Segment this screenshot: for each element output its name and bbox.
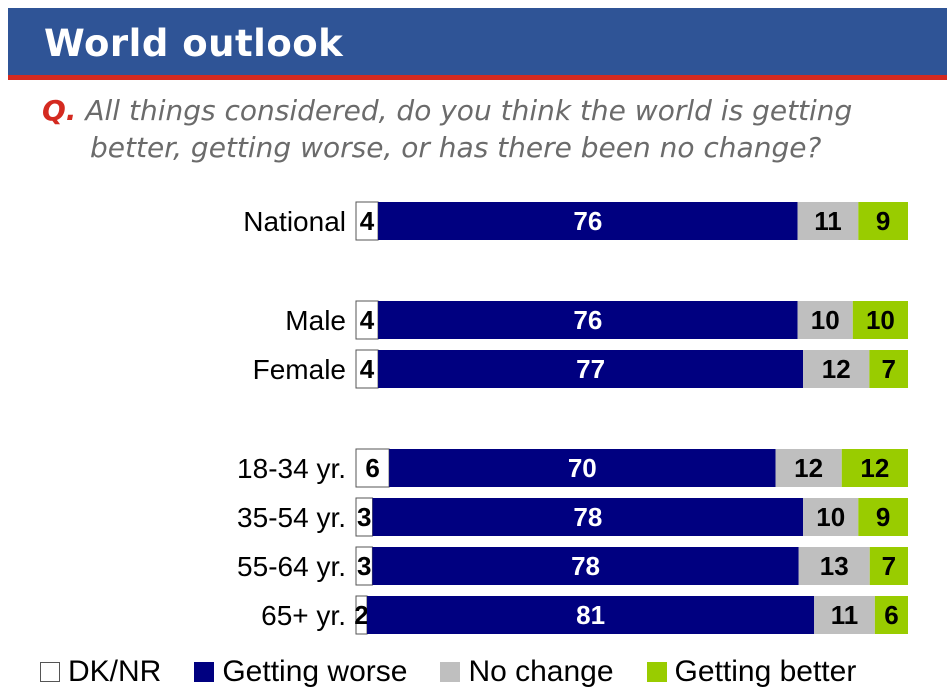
bar-getting-better-35-54-yr <box>858 498 908 536</box>
category-label-male: Male <box>285 305 346 336</box>
data-label-no-change-65-yr: 11 <box>831 600 859 630</box>
data-label-getting-worse-55-64-yr: 78 <box>571 551 600 581</box>
data-label-dk-nr-65-yr: 2 <box>354 600 368 630</box>
data-label-getting-worse-national: 76 <box>573 206 602 236</box>
bar-getting-better-female <box>869 350 908 388</box>
legend-item-dk-nr: DK/NR <box>40 655 161 689</box>
data-label-no-change-55-64-yr: 13 <box>820 551 849 581</box>
data-label-getting-worse-18-34-yr: 70 <box>568 453 597 483</box>
bar-getting-better-65-yr <box>874 596 908 634</box>
bar-dk-nr-18-34-yr <box>355 448 390 488</box>
bar-getting-better-male <box>852 301 908 339</box>
legend-swatch-dk-nr <box>40 662 60 682</box>
data-label-dk-nr-18-34-yr: 6 <box>365 453 379 483</box>
data-label-getting-worse-65-yr: 81 <box>576 600 605 630</box>
category-label-35-54-yr: 35-54 yr. <box>237 502 346 533</box>
data-label-getting-better-55-64-yr: 7 <box>882 551 896 581</box>
page-title: World outlook <box>44 22 344 65</box>
data-label-getting-worse-female: 77 <box>576 354 605 384</box>
data-label-getting-better-national: 9 <box>876 206 890 236</box>
bar-getting-worse-35-54-yr <box>372 498 804 536</box>
question-text-1: All things considered, do you think the … <box>85 94 853 127</box>
legend-label-dk-nr: DK/NR <box>68 655 162 688</box>
data-label-getting-better-18-34-yr: 12 <box>860 453 889 483</box>
data-label-dk-nr-55-64-yr: 3 <box>357 551 371 581</box>
legend-swatch-getting-worse <box>194 662 215 682</box>
bar-no-change-55-64-yr <box>798 547 870 585</box>
header-bar: World outlook <box>8 8 947 80</box>
legend-item-getting-worse: Getting worse <box>194 655 407 689</box>
chart-legend: DK/NR Getting worse No change Getting bette… <box>40 654 856 690</box>
bar-no-change-female <box>803 350 870 388</box>
data-label-getting-worse-35-54-yr: 78 <box>573 502 602 532</box>
legend-item-no-change: No change <box>440 655 614 689</box>
question-text-2: better, getting worse, or has there been… <box>90 131 822 164</box>
bar-getting-better-national <box>858 202 908 240</box>
legend-label-no-change: No change <box>468 655 614 688</box>
category-label-female: Female <box>253 354 346 385</box>
bar-getting-better-18-34-yr <box>841 449 908 487</box>
bar-getting-worse-18-34-yr <box>389 449 776 487</box>
data-label-no-change-female: 12 <box>822 354 851 384</box>
bar-no-change-18-34-yr <box>775 449 842 487</box>
bar-no-change-65-yr <box>814 596 875 634</box>
data-label-dk-nr-male: 4 <box>360 305 375 335</box>
legend-item-getting-better: Getting better <box>646 655 857 689</box>
bar-getting-worse-55-64-yr <box>372 547 799 585</box>
category-label-national: National <box>243 206 346 237</box>
bar-getting-worse-male <box>378 301 798 339</box>
category-label-65-yr: 65+ yr. <box>261 600 346 631</box>
data-label-no-change-male: 10 <box>811 305 840 335</box>
legend-swatch-no-change <box>440 662 461 682</box>
bar-no-change-35-54-yr <box>803 498 859 536</box>
question-marker: Q. <box>42 94 77 127</box>
data-label-getting-worse-male: 76 <box>573 305 602 335</box>
bar-getting-worse-national <box>378 202 798 240</box>
data-label-dk-nr-female: 4 <box>360 354 375 384</box>
data-label-dk-nr-national: 4 <box>360 206 375 236</box>
data-label-dk-nr-35-54-yr: 3 <box>357 502 371 532</box>
legend-label-getting-better: Getting better <box>674 655 857 688</box>
data-label-getting-better-female: 7 <box>881 354 895 384</box>
data-label-getting-better-65-yr: 6 <box>884 600 898 630</box>
legend-label-getting-worse: Getting worse <box>222 655 408 688</box>
bar-no-change-national <box>797 202 859 240</box>
category-label-18-34-yr: 18-34 yr. <box>237 453 346 484</box>
legend-swatch-getting-better <box>646 662 667 682</box>
question: Q. All things considered, do you think t… <box>42 92 932 166</box>
data-label-no-change-18-34-yr: 12 <box>794 453 823 483</box>
data-label-getting-better-35-54-yr: 9 <box>876 502 890 532</box>
bar-getting-worse-65-yr <box>367 596 815 634</box>
bar-getting-worse-female <box>378 350 804 388</box>
bar-getting-better-55-64-yr <box>869 547 908 585</box>
question-line-1: Q. All things considered, do you think t… <box>42 94 852 127</box>
data-label-getting-better-male: 10 <box>866 305 895 335</box>
bar-no-change-male <box>797 301 853 339</box>
data-label-no-change-national: 11 <box>814 206 842 236</box>
data-label-no-change-35-54-yr: 10 <box>816 502 845 532</box>
category-label-55-64-yr: 55-64 yr. <box>237 551 346 582</box>
